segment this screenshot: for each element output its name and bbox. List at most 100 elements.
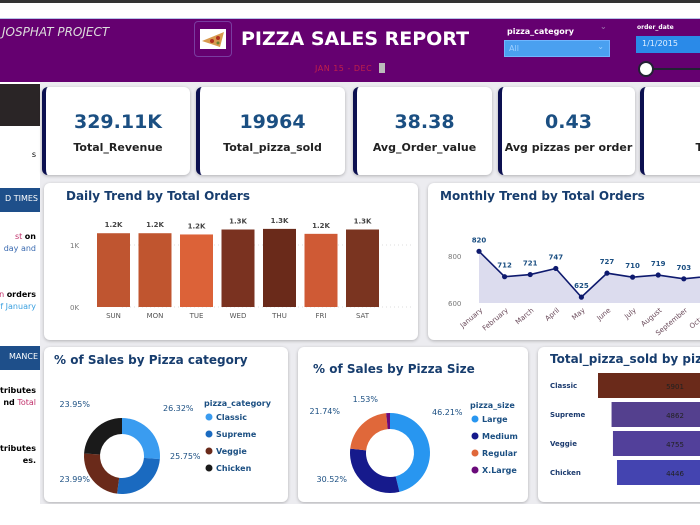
start-date-input[interactable]: 1/1/2015 [636,36,700,53]
slice-x.large [386,413,390,430]
legend-title: pizza_size [470,401,515,410]
bar-thu [263,228,296,307]
legend-marker [205,413,213,421]
bar-sun [97,233,130,307]
legend-title: pizza_category [204,399,272,408]
chart-title: Daily Trend by Total Orders [66,189,250,203]
x-tick-label: TUE [189,312,204,320]
report-header: JOSPHAT PROJECT PIZZA SALES REPORT JAN 1… [0,18,700,82]
legend-marker [471,466,479,474]
data-label: 1.2K [146,221,164,229]
trend-line [478,250,700,299]
legend-item: Large [482,415,508,424]
slice-label: 23.95% [59,400,90,409]
date-filter-label: order_date [637,24,674,31]
bar-fri [304,233,338,307]
kpi-value: 8 [644,111,700,133]
chart-title: % of Sales by Pizza Size [313,362,475,376]
x-tick-label: August [640,306,664,328]
date-range-marker [379,63,385,73]
data-point [578,294,584,300]
slice-medium [350,448,400,493]
kpi-value: 329.11K [73,111,163,133]
y-tick-label: 1K [70,242,79,250]
category-donut-card: % of Sales by Pizza category 26.32% Class… [44,347,288,502]
x-tick-label: SUN [106,312,121,320]
data-label: 4862 [666,412,684,420]
section-title-performance: MANCE [0,346,40,370]
insights-sidebar: s D TIMES st on day and n orders f Janua… [0,82,40,504]
x-tick-label: October [688,306,700,330]
x-tick-label: March [514,306,535,326]
slice-label: 23.99% [59,475,90,484]
project-name: JOSPHAT PROJECT [2,25,110,39]
category-label: Supreme [550,411,586,419]
slice-label: 46.21% [432,408,463,417]
data-label: 703 [676,264,691,272]
slice-label: 25.75% [170,452,201,461]
sidebar-image [0,84,40,126]
data-point [655,272,661,278]
data-point [553,265,559,272]
data-point [502,274,508,280]
chart-title: Total_pizza_sold by pizza_ [550,352,700,366]
sidebar-text: s [31,150,36,159]
slice-label: 30.52% [316,475,347,484]
legend-item: Chicken [216,464,252,473]
dashboard-canvas: JOSPHAT PROJECT PIZZA SALES REPORT JAN 1… [0,18,700,504]
y-tick-label: 0K [70,304,79,312]
kpi-total-orders: 8 Total [640,87,700,175]
section-title-busiest-times: D TIMES [0,188,40,212]
date-slider-track[interactable] [650,68,700,70]
sidebar-text: tributes [0,444,36,453]
sidebar-text: tributes [0,386,36,395]
y-tick-label: 800 [448,253,461,261]
data-label: 4755 [666,441,684,449]
data-label: 1.3K [229,218,247,226]
data-label: 1.3K [354,218,372,226]
pizza-logo-icon [194,21,232,57]
pizza-sold-funnel-card: Total_pizza_sold by pizza_ 5901 Classic 48… [538,347,700,502]
data-label: 712 [497,262,512,270]
date-slider-handle[interactable] [638,61,654,77]
legend-item: Medium [482,432,518,441]
x-tick-label: MON [147,312,164,320]
chevron-down-icon[interactable]: ⌄ [600,22,607,31]
x-tick-label: SAT [356,312,370,320]
data-point [681,276,687,282]
size-donut-card: % of Sales by Pizza Size 46.21% Large 30.5… [298,347,528,502]
kpi-label: Avg pizzas per order [504,141,633,154]
selected-value: All [509,44,519,53]
data-label: 625 [574,282,589,290]
slice-veggie [84,453,120,494]
funnel-bar-chicken [616,460,700,485]
chevron-down-icon: ⌄ [597,42,604,51]
sidebar-text: nd [3,398,15,407]
data-point [527,271,533,278]
slice-label: 21.74% [309,407,340,416]
category-donut-chart: 26.32% Classic 25.75% Supreme 23.99% Veggie 23… [59,399,272,494]
area-fill [479,251,700,303]
data-label: 1.2K [105,221,123,229]
slice-chicken [84,418,122,455]
x-tick-label: THU [271,312,287,320]
legend-marker [205,430,213,438]
legend-marker [205,464,213,472]
data-label: 820 [472,236,487,244]
legend-item: Regular [482,449,517,458]
data-label: 5901 [666,383,684,391]
sidebar-text: orders [6,290,36,299]
slice-classic [122,418,160,460]
chart-title: Monthly Trend by Total Orders [440,189,645,203]
x-tick-label: May [570,306,586,321]
legend-marker [471,449,479,457]
x-tick-label: June [595,306,613,323]
category-filter-select[interactable]: All ⌄ [504,40,610,57]
x-tick-label: April [544,306,561,322]
data-label: 727 [600,258,615,266]
report-title: PIZZA SALES REPORT [241,28,470,50]
bar-sat [346,229,379,307]
sidebar-text: day and [3,244,36,253]
data-label: 747 [548,253,563,261]
